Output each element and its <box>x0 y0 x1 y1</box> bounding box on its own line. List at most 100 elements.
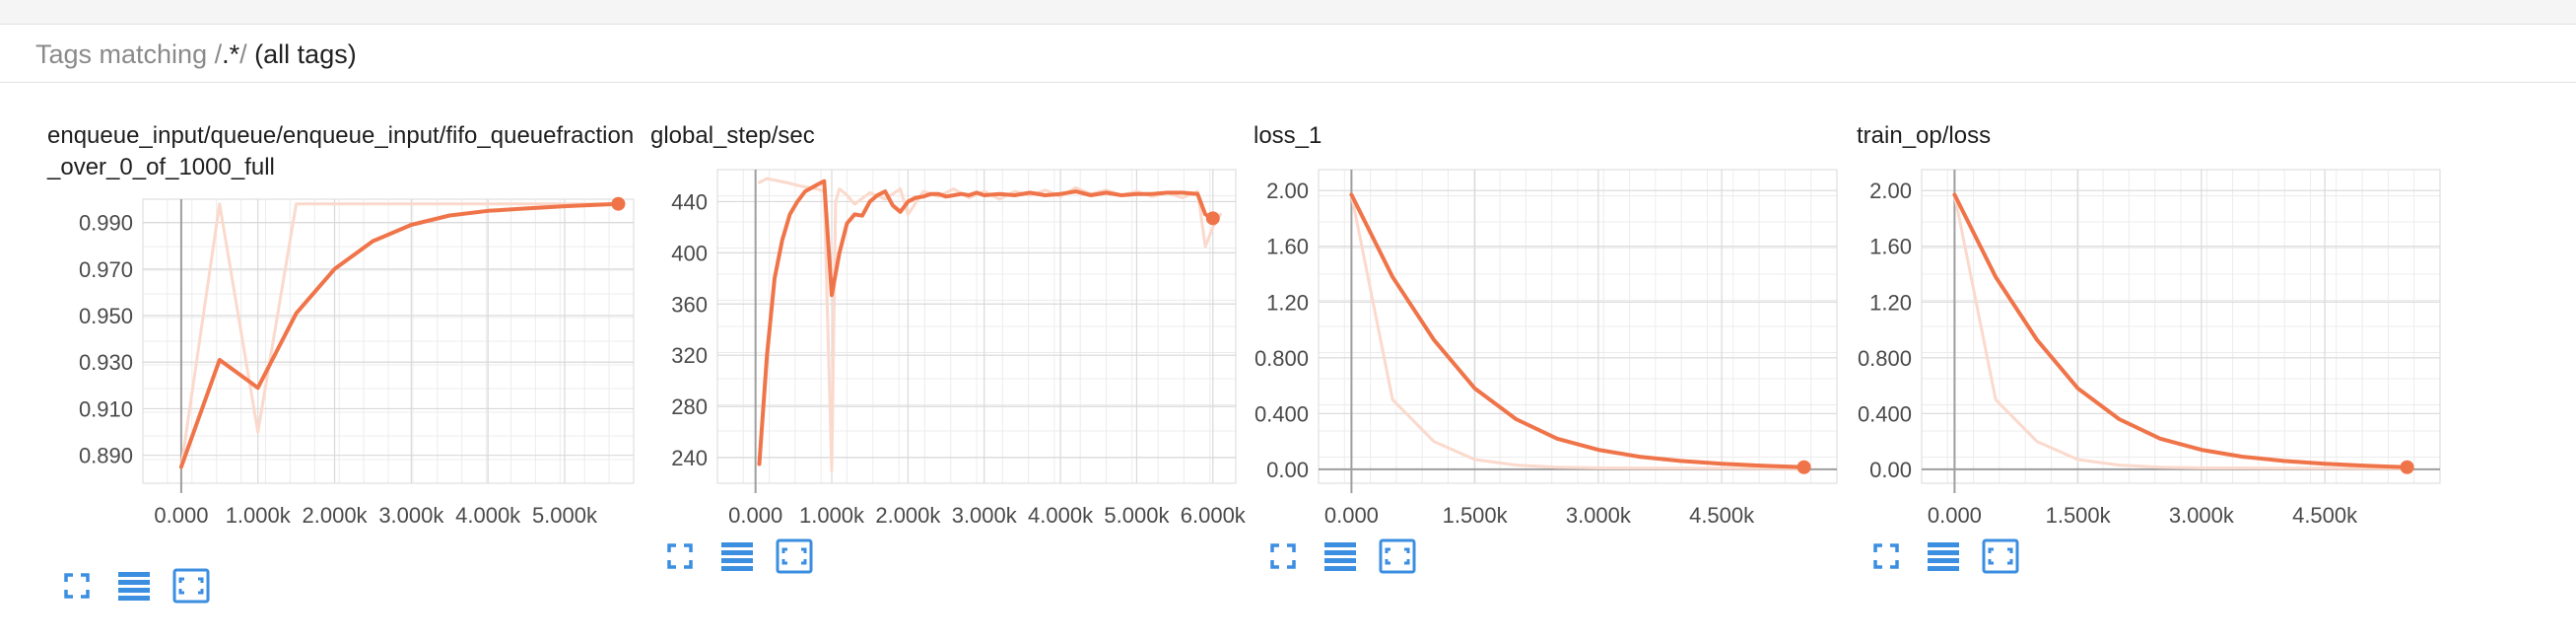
x-tick-label: 0.000 <box>154 503 208 528</box>
expand-button[interactable] <box>660 536 700 576</box>
series-line-smoothed <box>1349 192 1806 469</box>
toggle-log-button[interactable] <box>717 536 757 576</box>
y-tick-label: 440 <box>671 189 708 214</box>
fit-domain-button[interactable] <box>775 536 814 576</box>
x-tick-label: 4.500k <box>2292 503 2358 528</box>
x-tick-label: 5.000k <box>1104 503 1170 528</box>
last-point-marker <box>611 196 626 211</box>
chart-1: 240 280 320 360 400 440 0.000 1.000k 2.000k 3.000… <box>671 169 1247 528</box>
series-line-smoothed <box>178 201 621 469</box>
fit-domain-button[interactable] <box>1378 536 1417 576</box>
chart-title-train-op-loss: train_op/loss <box>1857 122 1992 149</box>
x-tick-label: 4.000k <box>455 503 521 528</box>
tag-filter-bar[interactable]: Tags matching /.*/ (all tags) <box>0 24 2576 83</box>
list-icon <box>1924 542 1963 580</box>
expand-button[interactable] <box>1263 536 1303 576</box>
expand-icon <box>660 543 700 580</box>
y-tick-label: 0.400 <box>1254 401 1309 426</box>
expand-icon <box>1866 543 1906 580</box>
x-tick-label: 3.000k <box>378 503 444 528</box>
series-line-raw <box>179 202 620 468</box>
chart-title-global-step: global_step/sec <box>650 122 815 149</box>
x-tick-label: 2.000k <box>875 503 941 528</box>
y-tick-label: 1.20 <box>1266 290 1309 315</box>
list-icon <box>114 572 154 609</box>
x-tick-label: 1.500k <box>1443 503 1509 528</box>
expand-button[interactable] <box>57 566 97 606</box>
chart-title-enqueue: enqueue_input/queue/enqueue_input/fifo_q… <box>47 122 635 180</box>
y-tick-label: 0.950 <box>79 304 133 328</box>
y-tick-label: 0.00 <box>1869 458 1912 482</box>
last-point-marker <box>1796 460 1811 474</box>
x-tick-label: 2.000k <box>303 503 369 528</box>
expand-button[interactable] <box>1866 536 1906 576</box>
fit-domain-icon <box>1378 538 1417 580</box>
y-tick-label: 1.20 <box>1869 290 1912 315</box>
x-tick-label: 0.000 <box>728 503 782 528</box>
x-tick-label: 3.000k <box>2169 503 2235 528</box>
panel-buttons <box>1263 536 1460 576</box>
plot-frame <box>1921 169 2441 484</box>
y-tick-label: 360 <box>671 292 708 317</box>
y-tick-label: 2.00 <box>1869 179 1912 203</box>
toggle-log-button[interactable] <box>1321 536 1360 576</box>
fit-domain-icon <box>1981 538 2020 580</box>
y-tick-label: 0.930 <box>79 350 133 375</box>
x-tick-label: 5.000k <box>532 503 598 528</box>
y-tick-label: 0.800 <box>1858 346 1912 371</box>
list-icon <box>1321 542 1360 580</box>
plot-frame <box>716 169 1237 484</box>
y-tick-label: 400 <box>671 241 708 265</box>
list-icon <box>717 542 757 580</box>
chart-panels: 0.890 0.910 0.930 0.950 0.970 0.990 0.000 1.000… <box>0 83 2576 643</box>
y-tick-label: 1.60 <box>1266 235 1309 259</box>
plot-frame <box>142 198 635 484</box>
x-tick-label: 4.000k <box>1028 503 1094 528</box>
x-tick-label: 6.000k <box>1181 503 1247 528</box>
tag-filter-slash-open: / <box>214 39 223 69</box>
expand-icon <box>1263 543 1303 580</box>
series-line-raw <box>758 177 1222 472</box>
y-tick-label: 240 <box>671 446 708 470</box>
y-tick-label: 0.990 <box>79 211 133 236</box>
series-line-raw <box>1349 192 1806 470</box>
chart-2: 0.00 0.400 0.800 1.20 1.60 2.00 0.000 1.500k 3.0… <box>1254 169 1838 528</box>
tag-filter-suffix: (all tags) <box>254 39 357 69</box>
y-tick-label: 0.800 <box>1254 346 1309 371</box>
y-tick-label: 1.60 <box>1869 235 1912 259</box>
tag-filter-text[interactable]: Tags matching /.*/ (all tags) <box>35 39 357 70</box>
tag-filter-prefix: Tags matching <box>35 39 208 69</box>
tag-filter-pattern[interactable]: .* <box>222 39 240 69</box>
y-tick-label: 280 <box>671 394 708 419</box>
y-tick-label: 0.400 <box>1858 401 1912 426</box>
panel-buttons <box>660 536 857 576</box>
expand-icon <box>57 573 97 609</box>
toggle-log-button[interactable] <box>1924 536 1963 576</box>
fit-domain-icon <box>775 538 814 580</box>
y-tick-label: 0.970 <box>79 257 133 282</box>
panel-buttons <box>57 566 254 606</box>
x-tick-label: 3.000k <box>1566 503 1632 528</box>
fit-domain-icon <box>171 568 211 609</box>
series-line-smoothed <box>1952 192 2409 469</box>
y-tick-label: 0.00 <box>1266 458 1309 482</box>
x-tick-label: 0.000 <box>1928 503 1982 528</box>
tag-filter-slash-close: / <box>239 39 247 69</box>
fit-domain-button[interactable] <box>1981 536 2020 576</box>
x-tick-label: 1.000k <box>226 503 292 528</box>
x-tick-label: 4.500k <box>1689 503 1755 528</box>
toggle-log-button[interactable] <box>114 566 154 606</box>
chart-3: 0.00 0.400 0.800 1.20 1.60 2.00 0.000 1.500k 3.0… <box>1858 169 2441 528</box>
x-tick-label: 1.500k <box>2046 503 2112 528</box>
series-line-smoothed <box>757 179 1215 466</box>
chart-title-loss: loss_1 <box>1254 122 1322 149</box>
panel-buttons <box>1866 536 2064 576</box>
chart-0: 0.890 0.910 0.930 0.950 0.970 0.990 0.000 1.000… <box>79 196 635 528</box>
y-tick-label: 320 <box>671 343 708 368</box>
x-tick-label: 3.000k <box>952 503 1018 528</box>
fit-domain-button[interactable] <box>171 566 211 606</box>
last-point-marker <box>1205 211 1220 226</box>
y-tick-label: 0.910 <box>79 396 133 421</box>
plot-frame <box>1318 169 1838 484</box>
charts-canvas: 0.890 0.910 0.930 0.950 0.970 0.990 0.000 1.000… <box>79 169 2441 528</box>
